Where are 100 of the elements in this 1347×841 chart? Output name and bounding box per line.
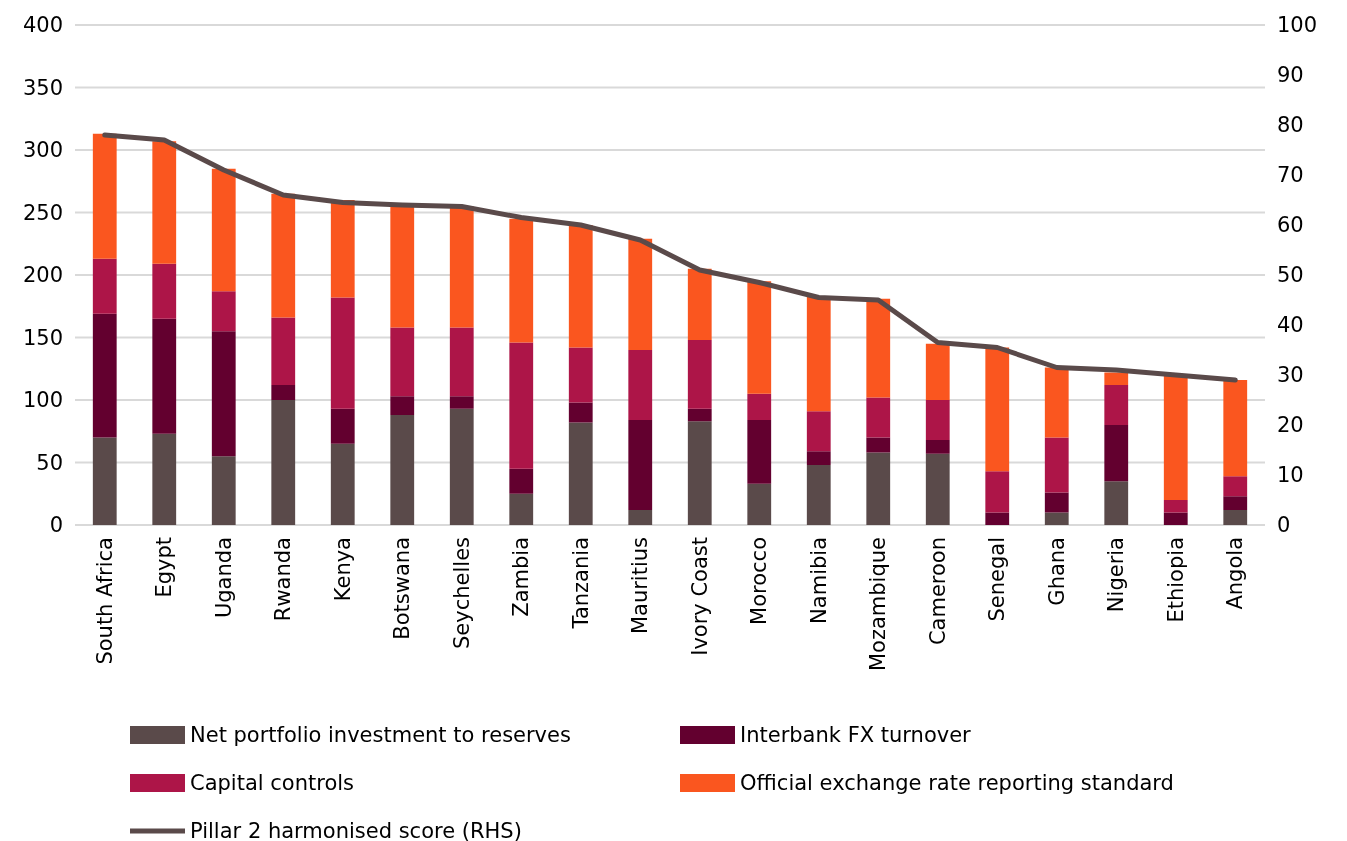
bar xyxy=(1223,476,1248,497)
x-tick-label: Egypt xyxy=(152,537,177,598)
x-tick-label: Mauritius xyxy=(628,537,653,635)
bar xyxy=(806,451,831,465)
y-tick-label: 200 xyxy=(22,263,63,288)
bar xyxy=(449,327,474,397)
x-tick-label: Uganda xyxy=(211,537,236,619)
y-tick-label: 350 xyxy=(22,75,63,100)
x-tick-label: Kenya xyxy=(330,537,355,602)
bar xyxy=(1104,425,1129,482)
y-tick-label: 400 xyxy=(22,13,63,38)
bar xyxy=(568,347,593,403)
bar xyxy=(568,422,593,525)
bar xyxy=(271,385,296,400)
y2-tick-label: 70 xyxy=(1277,163,1304,188)
bar xyxy=(1223,496,1248,510)
bar xyxy=(271,400,296,525)
bar xyxy=(1044,437,1069,493)
bar xyxy=(866,298,891,398)
bar xyxy=(866,397,891,438)
x-tick-label: Morocco xyxy=(747,537,772,625)
legend-label: Pillar 2 harmonised score (RHS) xyxy=(190,819,522,841)
bar xyxy=(687,408,712,422)
bar xyxy=(390,396,415,415)
bar xyxy=(925,440,950,454)
x-tick-label: Mozambique xyxy=(866,537,891,672)
y2-tick-label: 60 xyxy=(1277,213,1304,238)
bar xyxy=(211,168,236,292)
bar xyxy=(330,443,355,525)
y-tick-label: 300 xyxy=(22,138,63,163)
y2-tick-label: 30 xyxy=(1277,363,1304,388)
bar xyxy=(1163,375,1188,500)
bar xyxy=(806,465,831,525)
x-tick-label: Botswana xyxy=(390,537,415,640)
x-tick-label: Ethiopia xyxy=(1163,537,1188,623)
bar xyxy=(1044,512,1069,525)
bar xyxy=(628,420,653,510)
bar xyxy=(1104,372,1129,385)
x-tick-label: Senegal xyxy=(985,537,1010,622)
y-tick-label: 50 xyxy=(36,450,63,475)
x-tick-label: Tanzania xyxy=(568,537,593,630)
x-tick-label: Zambia xyxy=(509,537,534,617)
x-tick-label: Ivory Coast xyxy=(687,537,712,656)
x-tick-label: Rwanda xyxy=(271,537,296,622)
bar xyxy=(92,313,117,438)
y-tick-label: 150 xyxy=(22,325,63,350)
bar xyxy=(509,218,534,343)
bar xyxy=(687,268,712,340)
bar xyxy=(1223,510,1248,525)
bar xyxy=(925,453,950,525)
bar xyxy=(628,238,653,350)
bar xyxy=(1044,367,1069,438)
y2-tick-label: 0 xyxy=(1277,513,1291,538)
bar xyxy=(925,400,950,440)
y-tick-label: 0 xyxy=(49,513,63,538)
y2-tick-label: 100 xyxy=(1277,13,1318,38)
bar xyxy=(866,452,891,525)
x-tick-label: Cameroon xyxy=(925,537,950,646)
legend-label: Interbank FX turnover xyxy=(740,723,972,748)
bar xyxy=(985,347,1010,472)
bar xyxy=(687,421,712,525)
x-tick-label: South Africa xyxy=(92,537,117,665)
bar xyxy=(211,331,236,457)
bar xyxy=(509,342,534,469)
bar xyxy=(628,510,653,525)
x-tick-label: Ghana xyxy=(1044,537,1069,606)
bar xyxy=(925,343,950,400)
legend-label: Capital controls xyxy=(190,771,355,796)
bar xyxy=(1223,380,1248,477)
y2-tick-label: 90 xyxy=(1277,63,1304,88)
bar xyxy=(152,433,177,525)
bar xyxy=(747,281,772,394)
bar xyxy=(390,327,415,397)
x-tick-label: Namibia xyxy=(806,537,831,624)
bar xyxy=(985,471,1010,513)
bar xyxy=(449,206,474,328)
bar xyxy=(747,420,772,484)
bar xyxy=(806,411,831,452)
bar xyxy=(747,483,772,525)
x-tick-label: Seychelles xyxy=(449,537,474,649)
x-tick-label: Nigeria xyxy=(1104,537,1129,613)
y-tick-label: 100 xyxy=(22,388,63,413)
bar xyxy=(92,258,117,314)
bar xyxy=(687,340,712,409)
legend-label: Net portfolio investment to reserves xyxy=(190,723,571,748)
bar xyxy=(568,225,593,348)
bar xyxy=(211,291,236,332)
bar xyxy=(152,318,177,434)
bar xyxy=(747,393,772,420)
bar xyxy=(866,437,891,453)
bar xyxy=(449,396,474,409)
bar xyxy=(1104,385,1129,425)
bar xyxy=(985,512,1010,525)
bar xyxy=(509,493,534,525)
y-tick-label: 250 xyxy=(22,200,63,225)
y2-tick-label: 10 xyxy=(1277,463,1304,488)
bar xyxy=(211,456,236,525)
bar xyxy=(152,141,177,264)
bar xyxy=(390,205,415,328)
y2-tick-label: 80 xyxy=(1277,113,1304,138)
